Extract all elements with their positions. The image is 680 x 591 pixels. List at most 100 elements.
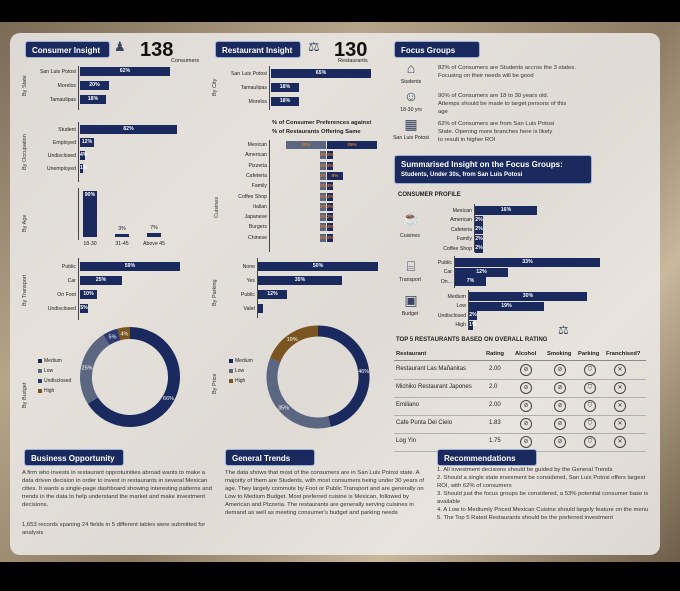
alcohol-icon: ⊘: [520, 418, 532, 430]
summary-budget-label: Medium: [447, 293, 466, 300]
restaurant-rating: 1.75: [489, 438, 501, 444]
city-icon: ▦: [404, 116, 418, 132]
summary-transport-label: Transport: [398, 277, 421, 283]
focus-line: 90% of Consumers are 18 to 30 years old.: [438, 93, 549, 99]
state-bar: 20%: [80, 81, 109, 90]
cuisine-offer-bar: 1%: [327, 192, 334, 201]
legend-swatch: [38, 388, 42, 393]
donut-value-label: 4%: [121, 331, 129, 337]
recommendation-item: 3. Should just the focus groups be consi…: [437, 491, 649, 505]
cuisine-label: Japanese: [244, 214, 268, 221]
restaurant-rating: 2.00: [489, 366, 501, 372]
legend-swatch: [38, 368, 42, 373]
transport-label: Car: [67, 277, 76, 284]
recommendations-list: 1. All investment decisions should be gu…: [437, 466, 652, 522]
axis-line: [474, 204, 475, 252]
table-row-line: [394, 415, 646, 416]
person-desk-icon: ♟: [114, 39, 126, 54]
legend-text: Low: [235, 368, 245, 374]
donut-slice-undisclosed: [103, 328, 121, 346]
cuisine-pref-bar: 2%: [320, 223, 327, 232]
cuisine-pref-bar: 2%: [320, 202, 327, 211]
cuisine-label: Italian: [253, 203, 267, 210]
donut-value-label: 5%: [109, 335, 117, 341]
cuisine-label: Coffee Shop: [238, 193, 267, 200]
transport-bar: 10%: [80, 290, 97, 299]
legend-swatch: [38, 378, 42, 383]
summary-cuisines-label: Cuisines: [400, 233, 420, 239]
restaurant-name: Cafe Punta Del Cielo: [396, 420, 453, 426]
occupation-label: Unemployed: [46, 165, 76, 172]
restaurant-icon: ⚖: [558, 323, 569, 337]
legend-text: High: [44, 388, 55, 394]
alcohol-icon: ⊘: [520, 364, 532, 376]
parking-bar: 50%: [258, 262, 378, 271]
occupation-bar: 4%: [80, 151, 88, 160]
occupation-label: Undisclosed: [47, 152, 76, 159]
franchise-icon: ✕: [614, 418, 626, 430]
cuisine-offer-bar: 25%: [327, 141, 377, 149]
focus-line: Focusing on their needs will be good: [438, 73, 534, 79]
focus-line: State. Opening more branches here is lik…: [438, 129, 553, 135]
cuisine-offer-bar: 2%: [327, 233, 334, 242]
summary-budget-bar: 2%: [469, 311, 477, 320]
by-budget-label: By Budget: [22, 382, 28, 408]
axis-line: [454, 256, 455, 288]
restaurant-name: Log Yin: [396, 438, 417, 444]
focus-line: 82% of Consumers are Students accros the…: [438, 65, 576, 71]
summary-cuisine-label: Family: [456, 236, 472, 242]
focus-icon-label: 18-30 yrs: [400, 107, 422, 113]
cuisine-label: Burgers: [248, 224, 267, 231]
summary-budget-label: High: [455, 322, 466, 328]
summary-budget-label: Low: [456, 303, 466, 309]
state-label: Morelos: [57, 82, 76, 89]
parking-icon: ⛉: [584, 418, 596, 430]
summary-transport-bar: 7%: [455, 277, 486, 286]
summary-cuisine-bar: 2%: [475, 225, 483, 234]
summary-budget-bar: 30%: [469, 292, 587, 301]
table-header-cell: Restaurant: [396, 351, 427, 357]
donut-slice-high: [270, 325, 319, 363]
state-label: San Luis Potosi: [39, 68, 76, 75]
cuisine-label: Mexican: [247, 142, 267, 148]
cuisine-label: Family: [251, 183, 267, 190]
cuisine-label: American: [245, 152, 267, 159]
donut-value-label: 19%: [287, 337, 298, 343]
cuisine-offer-bar: 2%: [327, 151, 334, 160]
legend-item: High: [229, 378, 245, 384]
summary-transport-label: Public: [437, 259, 452, 266]
price-donut-chart: 46% 35% 19%: [266, 325, 370, 429]
alcohol-icon: ⊘: [520, 382, 532, 394]
recommendation-item: 2. Should a single state invesment be co…: [437, 475, 646, 489]
consumer-profile-label: CONSUMER PROFILE: [398, 192, 461, 198]
summary-transport-label: On...: [440, 278, 452, 285]
restaurant-name: Restaurant Las Mañanitas: [396, 366, 467, 372]
parking-bar: 12%: [258, 290, 287, 299]
city-label: Morelos: [248, 98, 267, 105]
donut-slice-medium: [317, 325, 370, 427]
smoking-icon: ⊘: [554, 364, 566, 376]
general-trends-header: General Trends: [225, 449, 315, 466]
focus-icon-label: Students: [400, 79, 422, 85]
legend-item: Low: [229, 368, 244, 374]
legend-text: Medium: [44, 358, 62, 364]
occupation-label: Student: [58, 126, 76, 133]
age-value: 3%: [118, 226, 126, 232]
restaurant-rating: 1.83: [489, 420, 501, 426]
legend-text: Medium: [235, 358, 253, 364]
transport-bar: 59%: [80, 262, 180, 271]
people-icon: ☺: [403, 88, 419, 104]
table-header-cell: Smoking: [547, 351, 572, 357]
parking-bar: 35%: [258, 276, 342, 285]
consumer-count: 138: [140, 39, 174, 61]
transport-label: On Foot: [57, 291, 76, 298]
occupation-bar: 12%: [80, 138, 94, 147]
parking-label: None: [242, 263, 255, 270]
legend-item: Medium: [229, 358, 253, 364]
donut-slice-high: [117, 327, 131, 341]
by-age-label: By Age: [22, 214, 28, 232]
summary-cuisine-label: Coffee Shop: [443, 245, 472, 252]
restaurant-count-label: Restaurants: [338, 58, 368, 64]
cuisine-pref-bar: 2%: [320, 182, 327, 191]
donut-slice-low: [266, 358, 331, 429]
